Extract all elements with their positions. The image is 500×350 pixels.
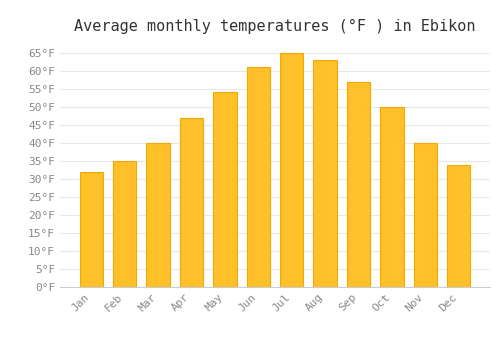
Bar <box>447 164 470 287</box>
Bar <box>113 161 136 287</box>
Bar <box>347 82 370 287</box>
Bar <box>80 172 103 287</box>
Bar <box>314 60 337 287</box>
Bar <box>146 143 170 287</box>
Title: Average monthly temperatures (°F ) in Ebikon: Average monthly temperatures (°F ) in Eb… <box>74 19 476 34</box>
Bar <box>414 143 437 287</box>
Bar <box>213 92 236 287</box>
Bar <box>246 67 270 287</box>
Bar <box>280 53 303 287</box>
Bar <box>380 107 404 287</box>
Bar <box>180 118 203 287</box>
